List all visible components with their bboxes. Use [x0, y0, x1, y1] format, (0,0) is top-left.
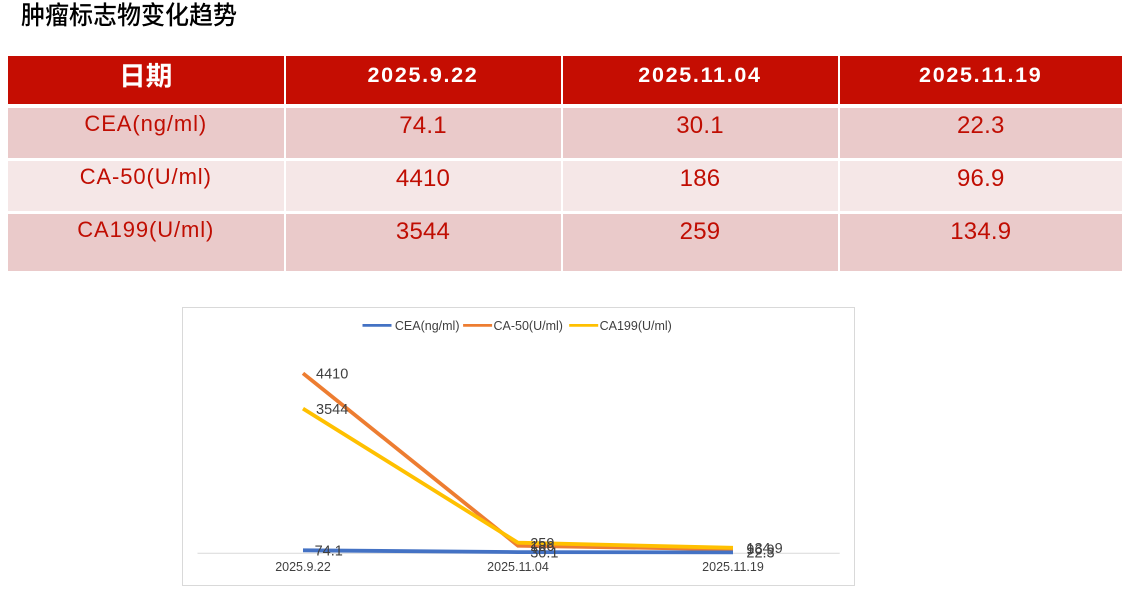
svg-text:CEA(ng/ml): CEA(ng/ml): [395, 319, 460, 333]
svg-text:134.9: 134.9: [746, 541, 782, 557]
svg-text:2025.9.22: 2025.9.22: [275, 560, 331, 574]
svg-text:CA-50(U/ml): CA-50(U/ml): [494, 319, 563, 333]
svg-text:96.9: 96.9: [746, 543, 774, 559]
svg-text:30.1: 30.1: [530, 545, 558, 561]
svg-text:CA199(U/ml): CA199(U/ml): [600, 319, 672, 333]
svg-text:4410: 4410: [316, 367, 348, 383]
svg-text:22.3: 22.3: [746, 546, 774, 562]
svg-text:2025.11.19: 2025.11.19: [702, 560, 764, 574]
svg-text:2025.11.04: 2025.11.04: [487, 560, 549, 574]
svg-text:186: 186: [530, 539, 554, 555]
svg-text:3544: 3544: [316, 402, 348, 418]
svg-text:74.1: 74.1: [315, 544, 343, 560]
svg-text:259: 259: [530, 536, 554, 552]
